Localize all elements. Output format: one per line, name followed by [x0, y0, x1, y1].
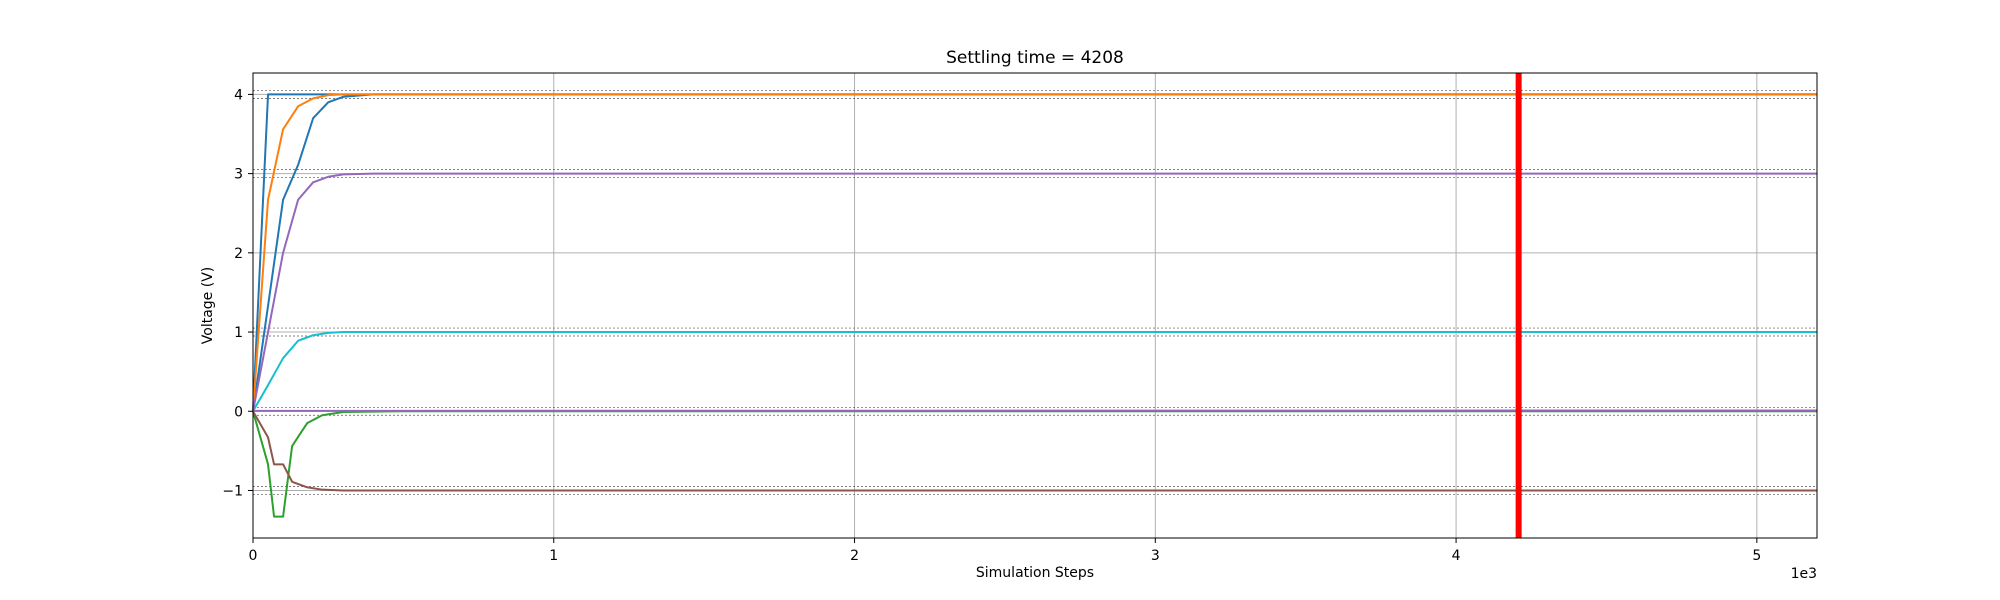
x-ticks: 0 1 2 3 4 5 [249, 538, 1761, 564]
x-tick-label-3: 3 [1151, 548, 1160, 564]
chart-title: Settling time = 4208 [946, 48, 1124, 68]
series-line-1 [252, 331, 1817, 412]
series-line-3 [252, 93, 1817, 412]
x-tick-label-0: 0 [249, 548, 258, 564]
grid-lines [252, 73, 1817, 538]
y-tick-label-2: 1 [234, 325, 243, 341]
y-tick-label-0: −1 [222, 483, 243, 499]
series-line-6 [252, 410, 1817, 492]
target-level-lines [253, 90, 1817, 495]
x-axis-label: Simulation Steps [976, 565, 1094, 581]
y-tick-label-5: 4 [234, 87, 243, 103]
y-tick-label-4: 3 [234, 167, 243, 183]
plot-frame [252, 72, 1818, 539]
x-axis-offset-label: 1e3 [1791, 566, 1817, 582]
series-lines [252, 93, 1818, 518]
series-line-4 [252, 172, 1817, 412]
y-axis-label: Voltage (V) [200, 267, 216, 344]
x-tick-label-2: 2 [850, 548, 859, 564]
x-tick-label-4: 4 [1452, 548, 1461, 564]
y-ticks: −1 0 1 2 3 4 [222, 87, 253, 499]
series-line-5 [252, 410, 1817, 518]
x-tick-label-1: 1 [549, 548, 558, 564]
y-tick-label-1: 0 [234, 404, 243, 420]
y-tick-label-3: 2 [234, 246, 243, 262]
x-tick-label-5: 5 [1752, 548, 1761, 564]
